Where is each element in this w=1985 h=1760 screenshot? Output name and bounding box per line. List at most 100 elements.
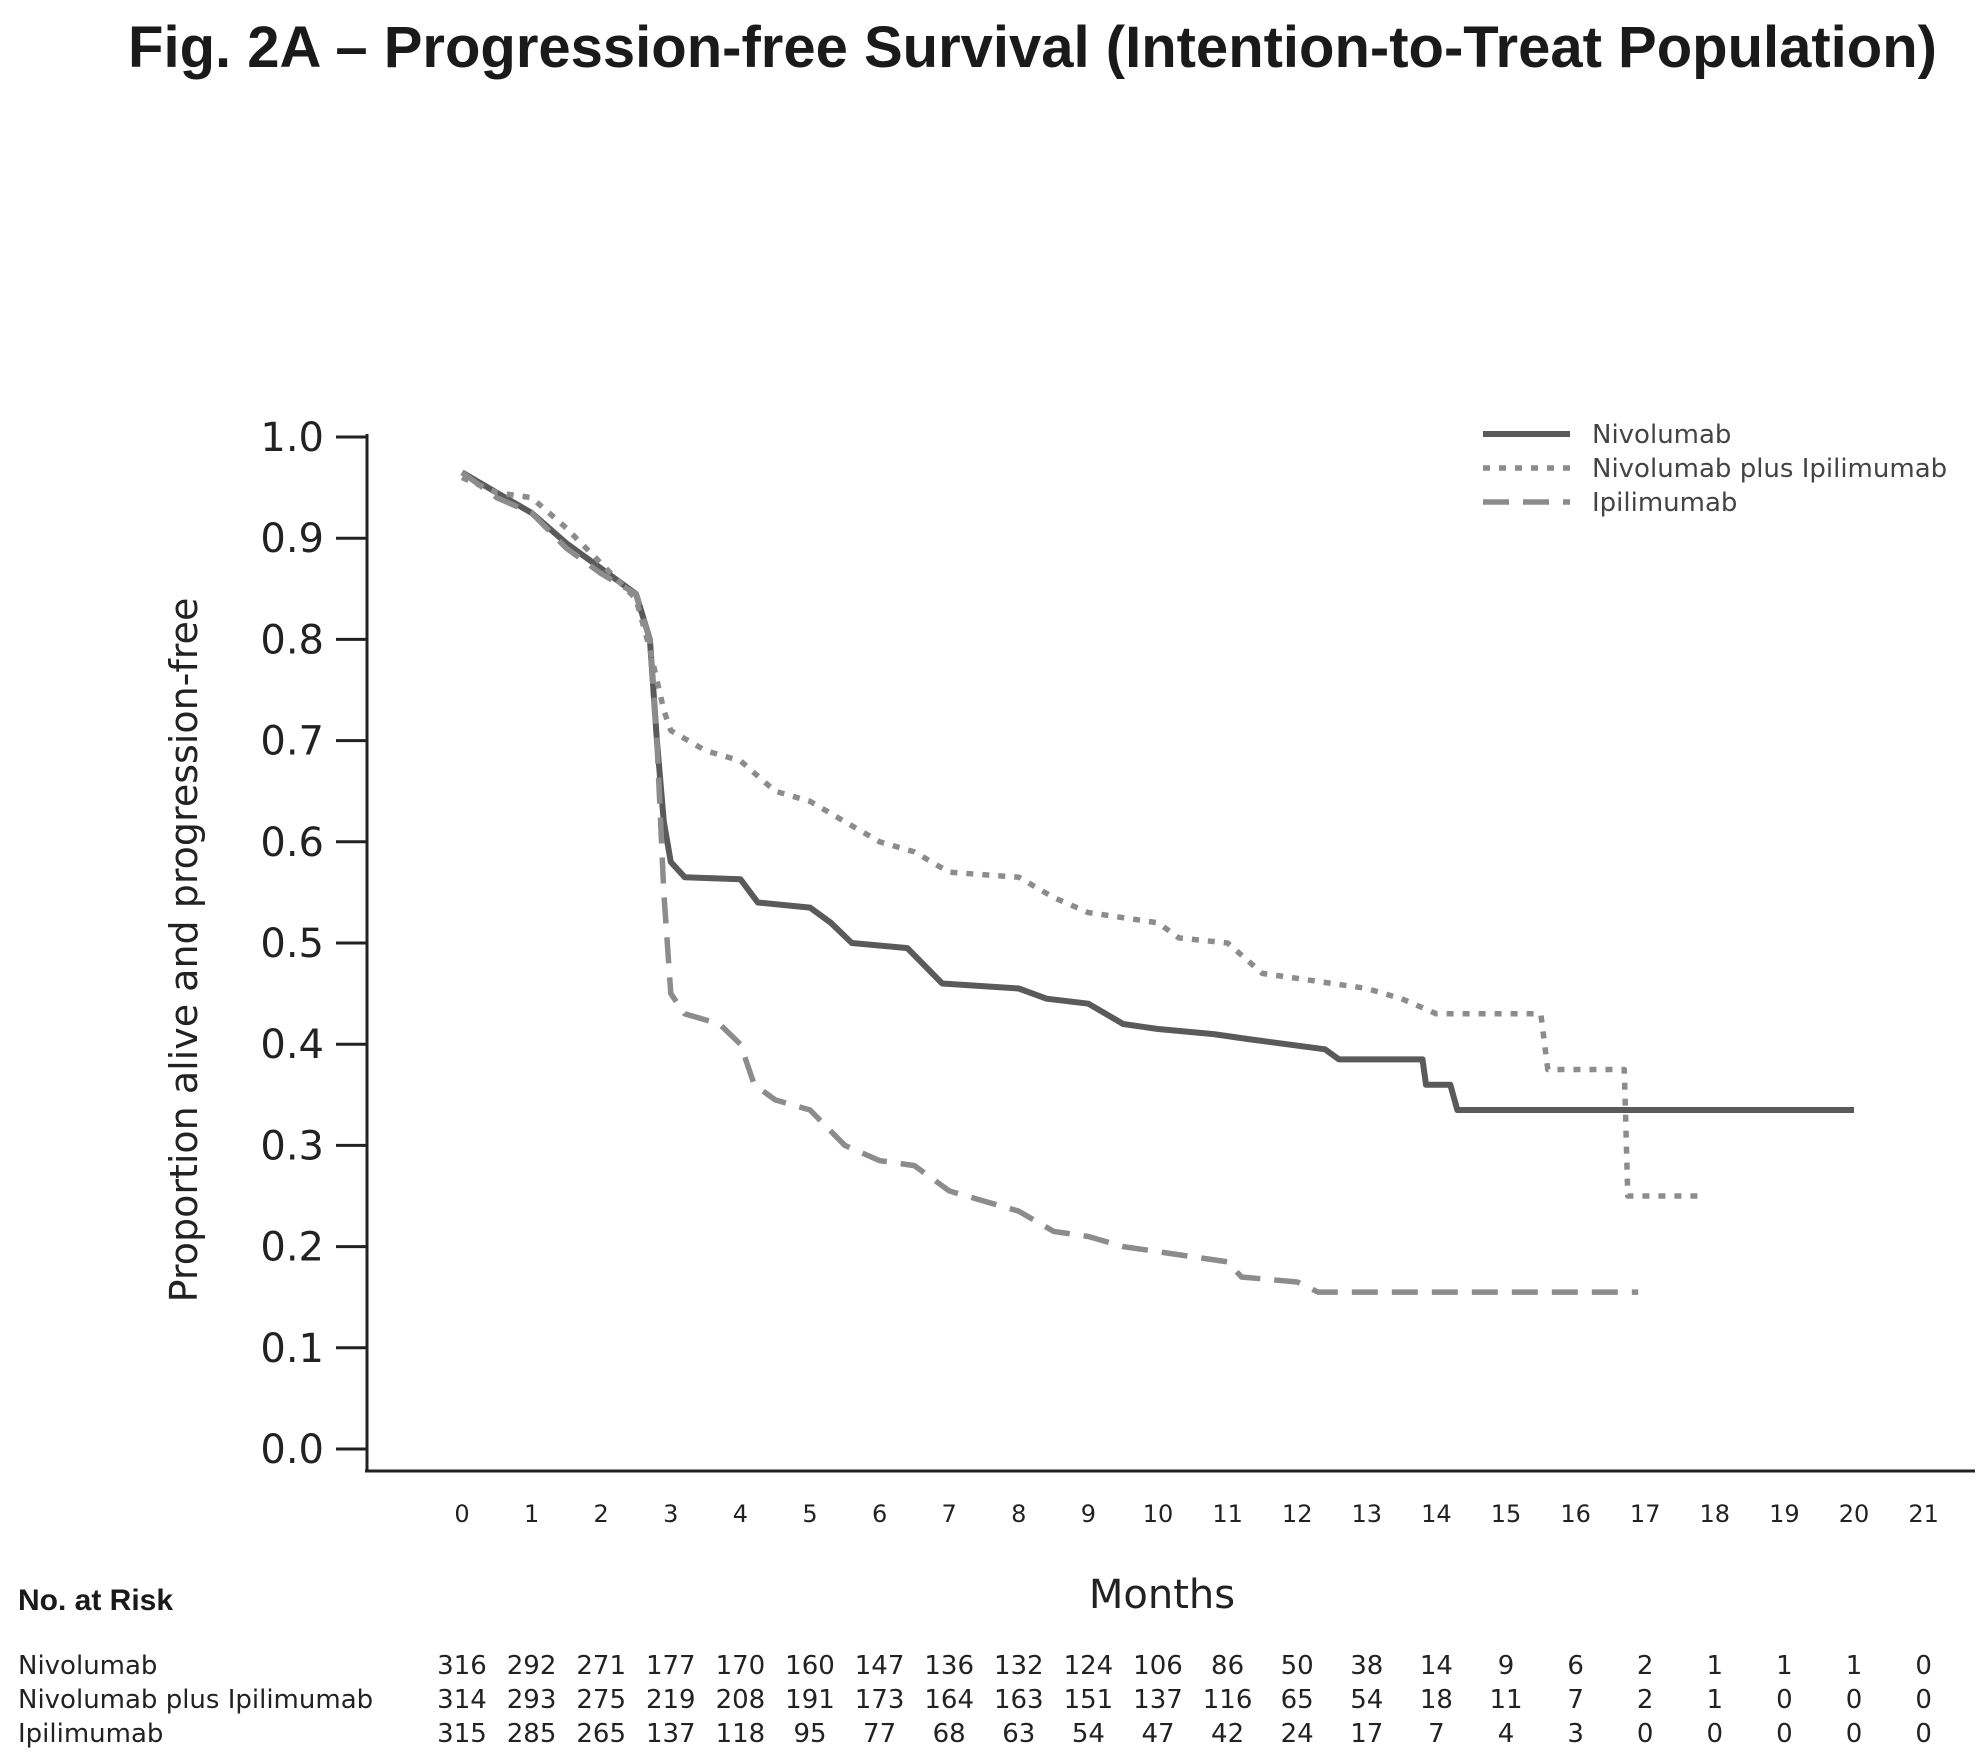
- risk-cell: 1: [1846, 1651, 1863, 1681]
- risk-cell: 0: [1915, 1685, 1932, 1715]
- y-tick-label: 0.3: [260, 1123, 324, 1169]
- x-tick-label: 12: [1282, 1500, 1313, 1528]
- y-tick-label: 0.9: [260, 516, 324, 562]
- risk-cell: 1: [1707, 1651, 1724, 1681]
- x-tick-label: 8: [1011, 1500, 1026, 1528]
- risk-cell: 137: [646, 1719, 696, 1749]
- x-tick-label: 4: [733, 1500, 748, 1528]
- risk-cell: 147: [855, 1651, 905, 1681]
- risk-cell: 0: [1915, 1719, 1932, 1749]
- risk-cell: 151: [1064, 1685, 1114, 1715]
- x-tick-label: 10: [1143, 1500, 1174, 1528]
- x-tick-label: 14: [1421, 1500, 1452, 1528]
- risk-cell: 137: [1133, 1685, 1183, 1715]
- risk-cell: 136: [924, 1651, 974, 1681]
- risk-cell: 0: [1776, 1685, 1793, 1715]
- y-tick-label: 0.4: [260, 1022, 324, 1068]
- risk-cell: 63: [1002, 1719, 1035, 1749]
- x-axis-label: Months: [1089, 1572, 1235, 1618]
- risk-cell: 3: [1567, 1719, 1584, 1749]
- y-tick-label: 0.8: [260, 617, 324, 663]
- risk-cell: 118: [716, 1719, 766, 1749]
- figure-title: Fig. 2A – Progression-free Survival (Int…: [128, 15, 1937, 80]
- risk-cell: 163: [994, 1685, 1044, 1715]
- x-tick-label: 3: [663, 1500, 678, 1528]
- x-tick-label: 15: [1491, 1500, 1522, 1528]
- x-tick-label: 6: [872, 1500, 887, 1528]
- x-axis-ticks: 0 1 2 3 4 5 6 7 8 9 10 11 12 13 14 15 16 17 18 19 20 21: [454, 1500, 1939, 1528]
- risk-cell: 0: [1776, 1719, 1793, 1749]
- risk-cell: 0: [1915, 1651, 1932, 1681]
- risk-cell: 65: [1281, 1685, 1314, 1715]
- y-tick-label: 0.0: [260, 1427, 324, 1473]
- x-tick-label: 7: [942, 1500, 957, 1528]
- risk-cell: 95: [793, 1719, 826, 1749]
- survival-curves: [460, 469, 1854, 1295]
- risk-cell: 2: [1637, 1685, 1654, 1715]
- risk-cell: 0: [1846, 1685, 1863, 1715]
- risk-cell: 4: [1498, 1719, 1515, 1749]
- risk-cell: 17: [1350, 1719, 1383, 1749]
- risk-cell: 292: [507, 1651, 557, 1681]
- risk-cell: 293: [507, 1685, 557, 1715]
- series-line-dotted: [460, 474, 1701, 1199]
- risk-cell: 177: [646, 1651, 696, 1681]
- series-line-solid: [460, 469, 1854, 1113]
- risk-cell: 54: [1350, 1685, 1383, 1715]
- risk-cell: 132: [994, 1651, 1044, 1681]
- y-tick-label: 0.7: [260, 719, 324, 765]
- risk-cell: 191: [785, 1685, 835, 1715]
- risk-cell: 164: [924, 1685, 974, 1715]
- risk-cell: 170: [716, 1651, 766, 1681]
- risk-cell: 116: [1203, 1685, 1253, 1715]
- risk-cell: 314: [437, 1685, 487, 1715]
- y-tick-label: 0.6: [260, 820, 324, 866]
- x-tick-label: 5: [802, 1500, 817, 1528]
- risk-cell: 219: [646, 1685, 696, 1715]
- y-tick-label: 0.5: [260, 921, 324, 967]
- risk-cell: 24: [1281, 1719, 1314, 1749]
- risk-cell: 14: [1420, 1651, 1453, 1681]
- y-axis-ticks: 0.0 0.1 0.2 0.3 0.4 0.5 0.6 0.7 0.8 0.9 1.0: [260, 415, 367, 1473]
- risk-cell: 0: [1846, 1719, 1863, 1749]
- risk-cell: 1: [1707, 1685, 1724, 1715]
- risk-cell: 11: [1489, 1685, 1522, 1715]
- risk-cell: 160: [785, 1651, 835, 1681]
- risk-cell: 47: [1141, 1719, 1174, 1749]
- y-axis-label: Proportion alive and progression-free: [162, 598, 206, 1303]
- series-line-dashed: [460, 470, 1639, 1295]
- risk-cell: 271: [576, 1651, 626, 1681]
- risk-cell: 0: [1637, 1719, 1654, 1749]
- x-tick-label: 13: [1352, 1500, 1383, 1528]
- risk-cell: 86: [1211, 1651, 1244, 1681]
- risk-row-label: Nivolumab plus Ipilimumab: [18, 1685, 373, 1715]
- risk-cell: 265: [576, 1719, 626, 1749]
- risk-row-label: Ipilimumab: [18, 1719, 163, 1749]
- risk-cell: 1: [1776, 1651, 1793, 1681]
- risk-cell: 285: [507, 1719, 557, 1749]
- y-tick-label: 1.0: [260, 415, 324, 461]
- legend-label: Nivolumab: [1592, 420, 1731, 450]
- x-tick-label: 20: [1839, 1500, 1870, 1528]
- risk-row-label: Nivolumab: [18, 1651, 157, 1681]
- x-tick-label: 2: [594, 1500, 609, 1528]
- risk-cell: 7: [1567, 1685, 1584, 1715]
- x-tick-label: 9: [1081, 1500, 1096, 1528]
- risk-cell: 7: [1428, 1719, 1445, 1749]
- risk-cell: 316: [437, 1651, 487, 1681]
- axes: [365, 434, 1975, 1473]
- y-tick-label: 0.2: [260, 1225, 324, 1271]
- x-tick-label: 19: [1769, 1500, 1800, 1528]
- risk-cell: 54: [1072, 1719, 1105, 1749]
- risk-cell: 50: [1281, 1651, 1314, 1681]
- risk-table: Nivolumab 316 292 271 177 170 160 147 136 132 124 1…: [18, 1651, 1932, 1749]
- risk-cell: 0: [1707, 1719, 1724, 1749]
- risk-cell: 275: [576, 1685, 626, 1715]
- risk-cell: 6: [1567, 1651, 1584, 1681]
- risk-cell: 2: [1637, 1651, 1654, 1681]
- risk-cell: 77: [863, 1719, 896, 1749]
- risk-cell: 124: [1064, 1651, 1114, 1681]
- x-tick-label: 21: [1908, 1500, 1939, 1528]
